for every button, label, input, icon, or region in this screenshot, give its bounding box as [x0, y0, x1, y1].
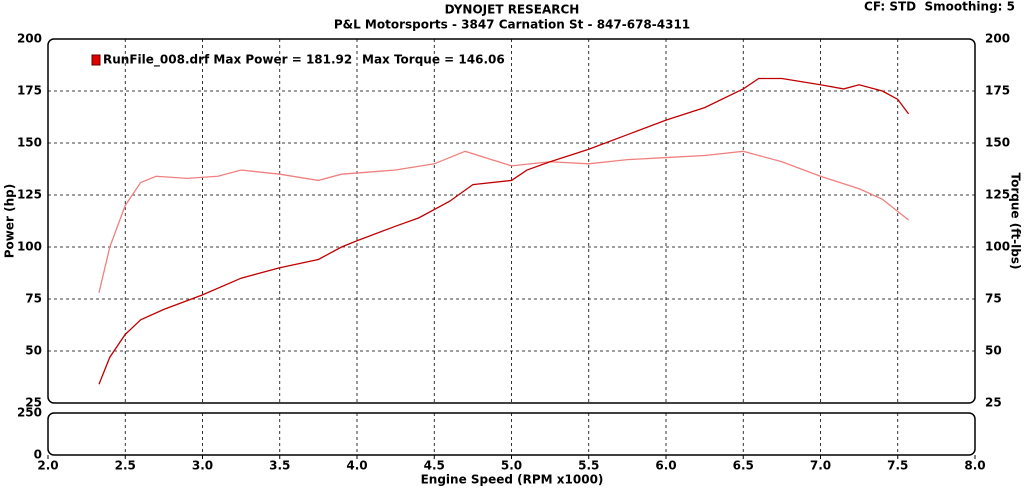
y-tick-label: 150 — [17, 136, 42, 150]
x-tick-label: 2.5 — [115, 459, 136, 473]
y2-tick-label: 50 — [985, 344, 1002, 358]
legend-entry: RunFile_008.drf Max Power = 181.92 — [103, 53, 352, 68]
x-tick-label: 6.5 — [733, 459, 754, 473]
x-tick-label: 4.0 — [346, 459, 367, 473]
x-tick-label: 2.0 — [37, 459, 58, 473]
y-tick-label: 25 — [25, 396, 42, 410]
x-tick-label: 5.5 — [578, 459, 599, 473]
lower-y-tick-label: 0 — [34, 448, 42, 462]
chart-subtitle: P&L Motorsports - 3847 Carnation St - 84… — [334, 18, 690, 32]
y2-axis-label: Torque (ft-lbs) — [1009, 173, 1023, 270]
x-tick-label: 5.0 — [501, 459, 522, 473]
y-tick-label: 75 — [25, 292, 42, 306]
y-tick-label: 175 — [17, 84, 42, 98]
y2-tick-label: 200 — [985, 32, 1010, 46]
x-tick-label: 4.5 — [424, 459, 445, 473]
y2-tick-label: 100 — [985, 240, 1010, 254]
y-tick-label: 50 — [25, 344, 42, 358]
x-tick-label: 7.0 — [810, 459, 831, 473]
y-tick-label: 100 — [17, 240, 42, 254]
y-tick-label: 200 — [17, 32, 42, 46]
y2-tick-label: 175 — [985, 84, 1010, 98]
x-tick-label: 6.0 — [655, 459, 676, 473]
chart-title: DYNOJET RESEARCH — [445, 3, 580, 17]
settings-text: CF: STD Smoothing: 5 — [864, 0, 1015, 14]
x-tick-label: 8.0 — [964, 459, 985, 473]
y2-tick-label: 25 — [985, 396, 1002, 410]
legend-entry: Max Torque = 146.06 — [362, 53, 505, 67]
x-tick-label: 3.5 — [269, 459, 290, 473]
y-tick-label: 125 — [17, 188, 42, 202]
y-axis-label: Power (hp) — [3, 184, 17, 258]
series-line — [98, 150, 909, 293]
x-tick-label: 7.5 — [887, 459, 908, 473]
y2-tick-label: 150 — [985, 136, 1010, 150]
legend-swatch — [91, 54, 101, 66]
series-line — [98, 77, 910, 385]
x-tick-label: 3.0 — [192, 459, 213, 473]
x-axis-label: Engine Speed (RPM x1000) — [421, 473, 604, 487]
lower-y-tick-label: 250 — [17, 406, 42, 420]
y2-tick-label: 125 — [985, 188, 1010, 202]
y2-tick-label: 75 — [985, 292, 1002, 306]
